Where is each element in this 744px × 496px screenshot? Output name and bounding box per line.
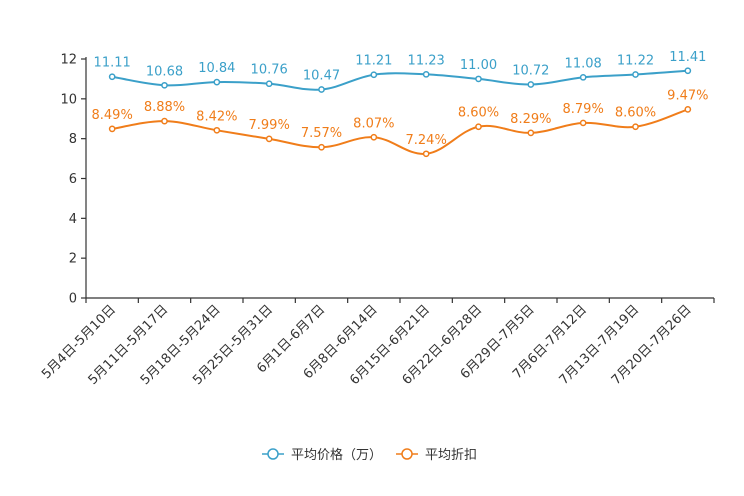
- data-label: 11.11: [94, 56, 131, 71]
- data-label: 10.84: [198, 61, 235, 76]
- data-label: 7.99%: [249, 118, 290, 133]
- data-point: [475, 123, 482, 131]
- y-tick-label: 4: [69, 212, 77, 227]
- data-label: 9.47%: [667, 88, 708, 103]
- series-1: 11.11 10.68 10.84 10.76 10.47 11.21 11.23 11.00…: [94, 50, 706, 93]
- data-point: [579, 119, 587, 127]
- legend-marker: [267, 448, 279, 460]
- data-label: 10.76: [251, 63, 288, 78]
- data-point: [632, 71, 639, 78]
- data-label: 7.24%: [406, 133, 447, 148]
- legend-item-2[interactable]: 平均折扣: [396, 448, 477, 463]
- y-axis: 0 2 4 6 8 10 12: [60, 53, 87, 307]
- data-label: 7.57%: [301, 126, 342, 141]
- series-layer: 11.11 10.68 10.84 10.76 10.47 11.21 11.23 11.00…: [92, 50, 708, 158]
- data-label: 8.79%: [563, 102, 604, 117]
- data-label: 8.60%: [615, 106, 656, 121]
- data-point: [265, 135, 273, 143]
- data-label: 8.88%: [144, 100, 185, 115]
- data-label: 8.60%: [458, 106, 499, 121]
- data-point: [527, 81, 535, 88]
- data-point: [632, 123, 639, 131]
- data-point: [527, 129, 535, 137]
- y-tick-label: 12: [60, 53, 77, 68]
- data-label: 10.68: [146, 64, 183, 79]
- legend-marker: [401, 448, 413, 460]
- data-point: [579, 73, 587, 81]
- data-label: 8.42%: [196, 109, 237, 124]
- data-point: [108, 125, 116, 133]
- data-label: 11.41: [669, 50, 706, 65]
- data-point: [265, 80, 273, 88]
- data-point: [161, 117, 168, 125]
- data-point: [422, 70, 430, 78]
- data-label: 10.47: [303, 68, 340, 83]
- data-label: 11.22: [617, 54, 654, 69]
- data-point: [318, 143, 325, 151]
- y-tick-label: 8: [69, 132, 77, 147]
- data-label: 11.00: [460, 58, 497, 73]
- legend: 平均价格（万） 平均折扣: [262, 447, 477, 463]
- data-point: [213, 126, 221, 134]
- data-label: 8.29%: [510, 112, 551, 127]
- data-label: 8.49%: [92, 108, 133, 123]
- y-tick-label: 0: [69, 292, 77, 307]
- data-point: [370, 71, 378, 79]
- data-point: [370, 133, 378, 141]
- data-point: [684, 106, 692, 113]
- series-line: [112, 108, 689, 155]
- data-point: [213, 78, 221, 86]
- data-point: [422, 150, 430, 158]
- data-label: 11.08: [565, 56, 602, 71]
- data-label: 8.07%: [353, 116, 394, 131]
- data-label: 11.23: [408, 53, 445, 68]
- y-tick-label: 6: [69, 172, 77, 187]
- legend-item-1[interactable]: 平均价格（万）: [262, 447, 382, 463]
- legend-label: 平均价格（万）: [291, 447, 382, 463]
- data-point: [318, 86, 325, 93]
- y-tick-label: 2: [69, 252, 77, 267]
- series-2: 8.49% 8.88% 8.42% 7.99% 7.57% 8.07% 7.24% 8.60%…: [92, 88, 708, 158]
- x-axis: 5月4日-5月10日5月11日-5月17日5月18日-5月24日5月25日-5月…: [39, 297, 715, 388]
- data-point: [161, 81, 168, 89]
- data-label: 11.21: [355, 54, 392, 69]
- data-point: [684, 67, 692, 75]
- data-point: [108, 73, 116, 81]
- data-label: 10.72: [512, 63, 549, 78]
- series-line: [112, 69, 688, 91]
- data-point: [475, 75, 482, 83]
- y-tick-label: 10: [60, 92, 77, 107]
- legend-label: 平均折扣: [425, 448, 477, 463]
